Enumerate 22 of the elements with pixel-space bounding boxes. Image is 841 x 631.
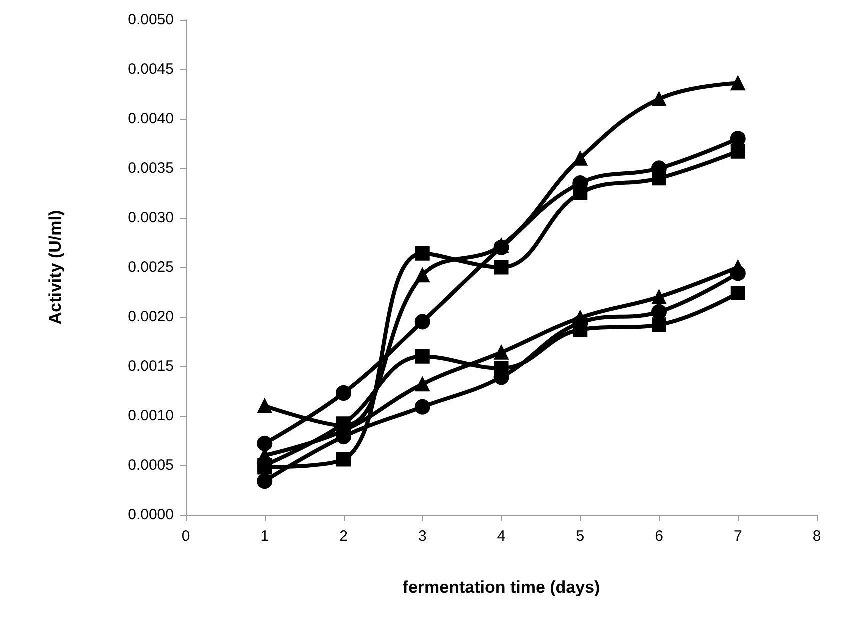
y-tick-label: 0.0025 xyxy=(128,259,174,276)
y-tick-label: 0.0010 xyxy=(128,408,174,424)
y-tick-label: 0.0015 xyxy=(128,358,174,375)
x-tick-label: 8 xyxy=(812,528,822,545)
y-tick-label: 0.0045 xyxy=(128,61,174,78)
x-tick-label: 4 xyxy=(497,528,506,545)
x-tick-label: 7 xyxy=(734,528,742,545)
y-tick-label: 0.0040 xyxy=(128,110,174,128)
x-tick-label: 3 xyxy=(418,528,427,545)
x-tick-label: 2 xyxy=(340,528,348,545)
x-axis-title: fermentation time (days) xyxy=(402,578,600,597)
y-tick-label: 0.0005 xyxy=(128,457,174,474)
y-tick-label: 0.0030 xyxy=(128,210,174,226)
x-tick-label: 5 xyxy=(576,528,585,545)
y-tick-label: 0.0020 xyxy=(128,308,174,326)
x-tick-label: 6 xyxy=(655,528,664,545)
y-tick-label: 0.0050 xyxy=(128,12,174,28)
y-tick-label: 0.0000 xyxy=(128,506,174,524)
y-axis-title: Activity (U/ml) xyxy=(46,210,65,325)
y-tick-label: 0.0035 xyxy=(128,160,174,177)
x-tick-label: 0 xyxy=(182,528,190,545)
x-tick-label: 1 xyxy=(260,528,270,545)
